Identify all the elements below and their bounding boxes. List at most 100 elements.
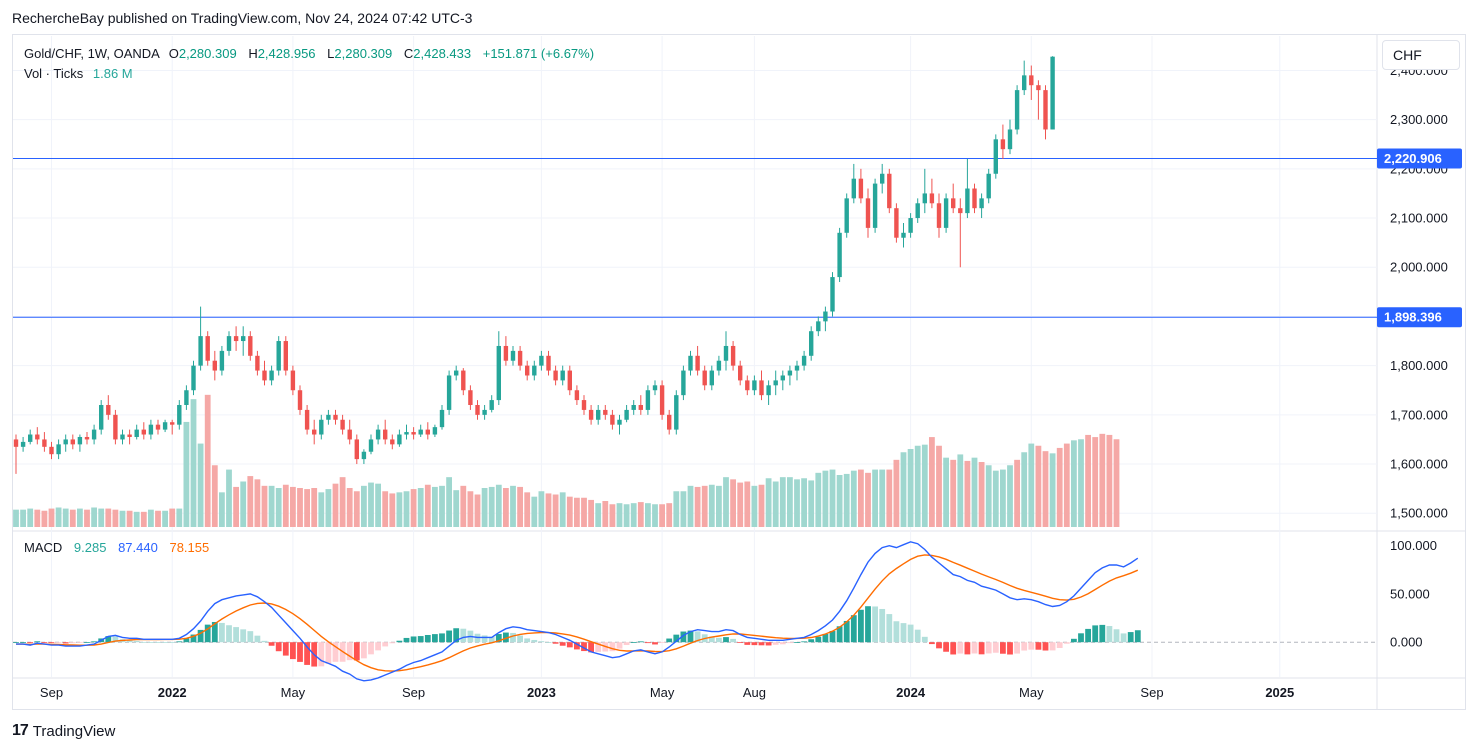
candle-body xyxy=(567,370,572,391)
volume-bar xyxy=(62,508,69,527)
candle-body xyxy=(319,419,324,435)
macd-histogram-bar xyxy=(1092,625,1099,643)
volume-bar xyxy=(460,485,467,527)
volume-bar xyxy=(687,485,694,527)
macd-histogram-bar xyxy=(758,642,765,646)
candle-body xyxy=(993,139,998,174)
candle-body xyxy=(894,208,899,238)
macd-histogram-bar xyxy=(794,642,800,643)
volume-bar xyxy=(985,465,992,527)
volume-bar xyxy=(673,491,680,527)
macd-histogram-bar xyxy=(1113,629,1120,643)
volume-bar xyxy=(957,454,964,527)
macd-histogram-bar xyxy=(950,642,957,655)
volume-bar xyxy=(893,459,900,527)
volume-label[interactable]: Vol · Ticks xyxy=(24,66,84,81)
price-tick-label: 1,500.000 xyxy=(1390,506,1448,521)
volume-bar xyxy=(708,484,715,527)
volume-bar xyxy=(914,445,921,527)
volume-bar xyxy=(730,479,736,527)
candle-body xyxy=(42,439,47,447)
volume-bar xyxy=(1042,451,1049,527)
macd-histogram-bar xyxy=(439,633,445,643)
level-price-label: 1,898.396 xyxy=(1384,310,1442,325)
macd-label[interactable]: MACD xyxy=(24,540,63,555)
volume-bar xyxy=(829,469,836,527)
macd-histogram-bar xyxy=(126,640,133,643)
candle-body xyxy=(390,439,395,445)
volume-bar xyxy=(1028,443,1035,527)
macd-pane xyxy=(13,541,1377,682)
macd-histogram-bar xyxy=(936,642,942,649)
macd-histogram-bar xyxy=(69,642,76,644)
volume-bar xyxy=(226,469,232,527)
time-axis[interactable]: Sep 2022 May Sep 2023 May Aug 2024 May Sep 2025 xyxy=(40,685,1294,700)
macd-histogram-bar xyxy=(183,638,190,643)
macd-histogram-value: 9.285 xyxy=(73,540,107,555)
currency-button[interactable]: CHF xyxy=(1382,40,1460,70)
candle-body xyxy=(475,405,480,415)
candle-body xyxy=(226,336,232,351)
candle-body xyxy=(170,422,175,425)
volume-bar xyxy=(34,509,41,527)
open-label: O xyxy=(168,46,179,61)
volume-bar xyxy=(836,475,843,527)
volume-bar xyxy=(701,485,708,527)
macd-histogram-bar xyxy=(992,642,999,653)
macd-histogram-bar xyxy=(808,639,815,643)
candle-body xyxy=(915,203,920,219)
candle-body xyxy=(574,390,580,401)
candle-body xyxy=(837,232,842,278)
macd-histogram-bar xyxy=(424,634,431,643)
macd-histogram-bar xyxy=(609,642,616,652)
macd-histogram-bar xyxy=(673,634,680,643)
macd-histogram-bar xyxy=(801,641,807,643)
candle-body xyxy=(581,400,587,410)
volume-bar xyxy=(290,486,296,527)
candle-body xyxy=(972,188,977,209)
volume-bar xyxy=(396,492,403,527)
macd-histogram-bar xyxy=(843,620,850,643)
macd-histogram-bar xyxy=(55,642,62,644)
symbol-name[interactable]: Gold/CHF, 1W, OANDA xyxy=(24,46,160,61)
volume-bar xyxy=(240,481,247,527)
macd-histogram-bar xyxy=(155,642,161,643)
price-tick-label: 1,600.000 xyxy=(1390,457,1448,472)
macd-histogram-bar xyxy=(559,642,566,646)
macd-tick-label: 100.000 xyxy=(1390,538,1437,553)
volume-bar xyxy=(1113,439,1120,527)
brand-name: TradingView xyxy=(32,722,116,740)
macd-histogram-bar xyxy=(687,630,694,643)
volume-bar xyxy=(865,472,871,527)
macd-histogram-bar xyxy=(84,642,90,643)
macd-histogram-bar xyxy=(13,642,19,644)
candle-body xyxy=(624,409,629,420)
price-tick-label: 2,000.000 xyxy=(1390,260,1448,275)
volume-bar xyxy=(91,507,97,527)
volume-bar xyxy=(559,492,566,527)
volume-bar xyxy=(361,485,367,527)
candle-body xyxy=(13,439,19,447)
price-axis[interactable]: 2,400.0002,300.0002,200.0002,100.0002,00… xyxy=(1377,63,1462,650)
volume-bar xyxy=(822,470,829,527)
candle-body xyxy=(695,355,700,371)
macd-histogram-bar xyxy=(1099,624,1106,643)
candle-body xyxy=(113,414,118,440)
candle-body xyxy=(1036,85,1041,91)
candle-body xyxy=(645,390,651,410)
macd-histogram-bar xyxy=(779,642,786,645)
candle-body xyxy=(432,427,438,435)
macd-histogram-bar xyxy=(325,642,332,664)
candle-body xyxy=(361,451,367,460)
low-value: 2,280.309 xyxy=(334,46,393,61)
candle-body xyxy=(489,400,494,410)
macd-histogram-bar xyxy=(1127,632,1134,643)
macd-histogram-bar xyxy=(488,636,495,643)
macd-histogram-bar xyxy=(297,642,303,662)
volume-bar xyxy=(637,502,644,527)
macd-histogram-bar xyxy=(417,636,424,643)
volume-bar xyxy=(304,489,310,527)
candle-body xyxy=(631,405,636,410)
candle-body xyxy=(312,429,317,435)
